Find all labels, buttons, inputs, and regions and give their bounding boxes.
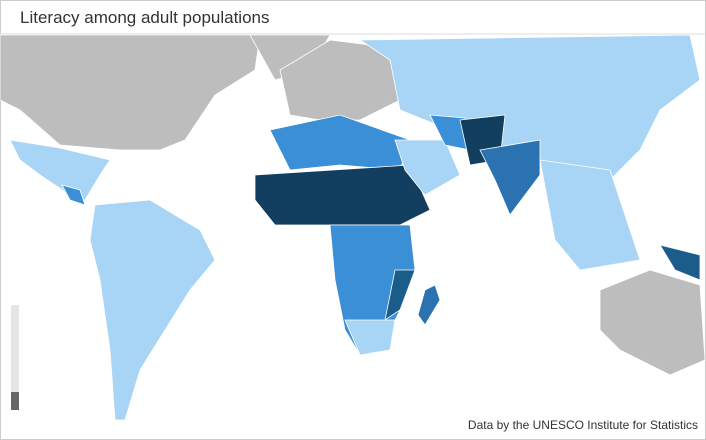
australia [599, 269, 706, 376]
central-africa [254, 164, 431, 226]
title: Literacy among adult populations [20, 8, 270, 27]
central-america [9, 139, 111, 201]
credit: Data by the UNESCO Institute for Statist… [468, 418, 698, 432]
legend-indicator [11, 392, 19, 410]
map [0, 34, 706, 421]
north-america [0, 34, 261, 151]
madagascar [417, 284, 441, 326]
mozambique [384, 269, 416, 321]
legend-bar [11, 305, 19, 410]
south-america [89, 199, 216, 421]
credit-bg [462, 413, 705, 437]
india [479, 139, 541, 216]
caribbean [61, 184, 86, 206]
southeast-asia [539, 159, 641, 271]
south-africa [344, 319, 396, 356]
papua-new-guinea [659, 244, 701, 281]
arabia [394, 139, 461, 196]
